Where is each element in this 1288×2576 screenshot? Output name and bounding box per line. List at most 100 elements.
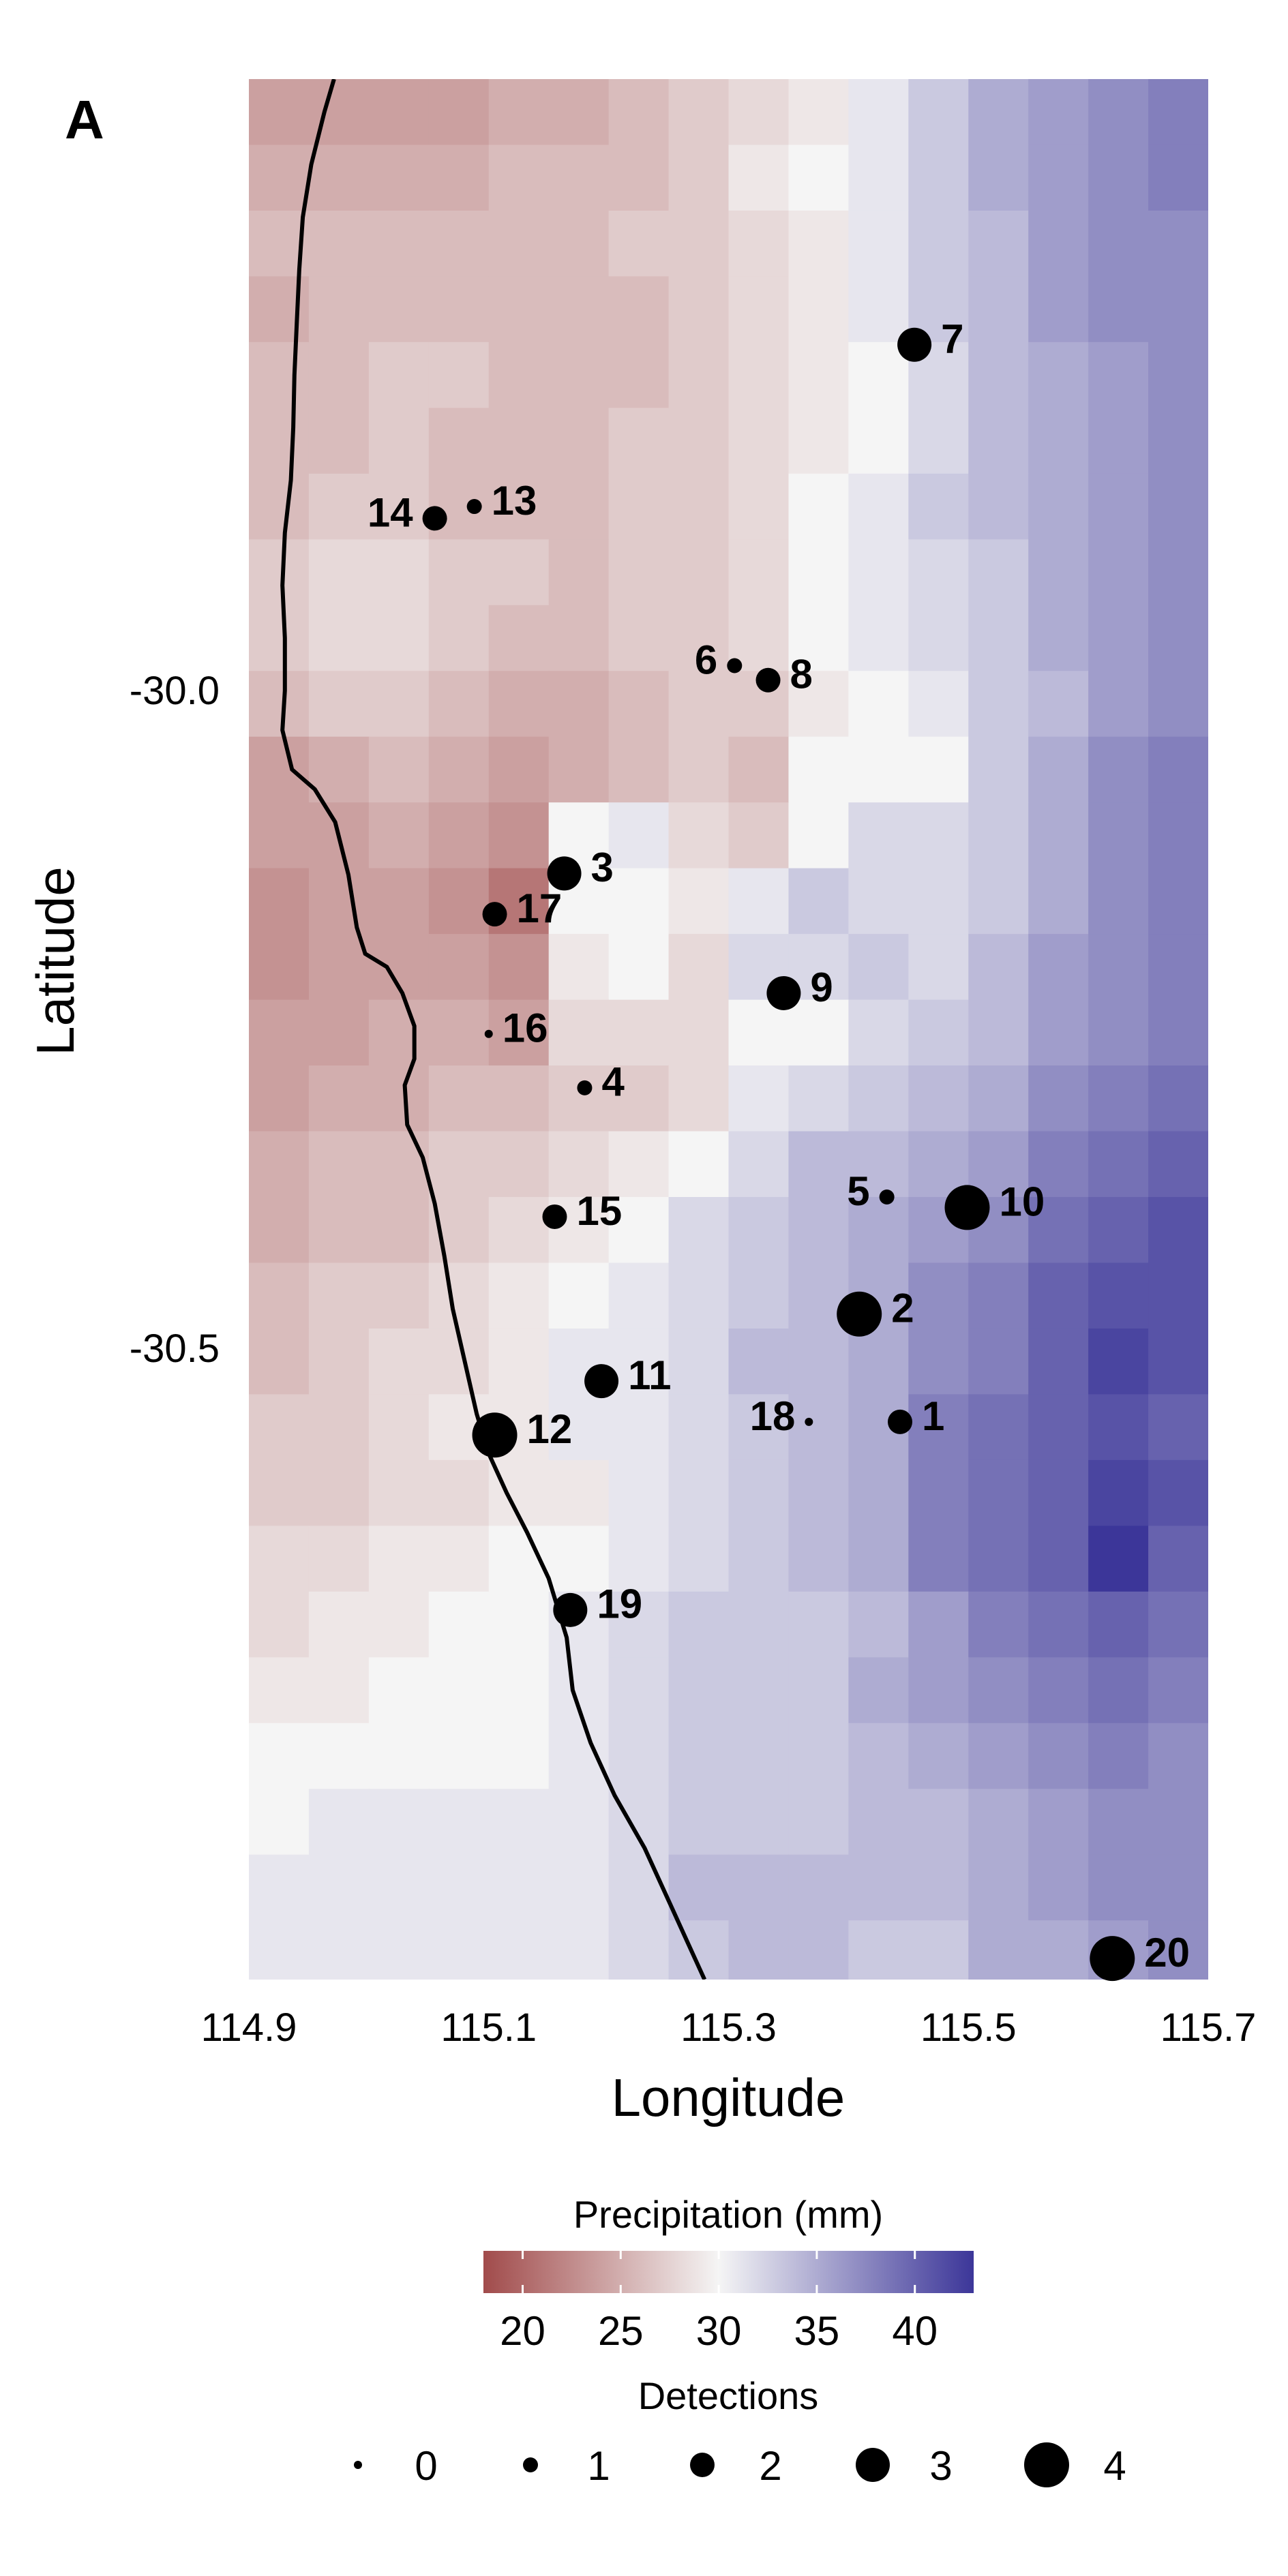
raster-cell <box>788 1986 849 2052</box>
detection-point-14 <box>422 506 447 531</box>
raster-cell <box>488 342 550 408</box>
raster-cell <box>369 2052 430 2118</box>
raster-cell <box>1028 671 1089 738</box>
raster-cell <box>608 999 670 1066</box>
raster-cell <box>368 1394 430 1461</box>
raster-cell <box>848 1065 909 1132</box>
raster-cell <box>1028 276 1089 343</box>
raster-cell <box>249 539 310 606</box>
point-label-11: 11 <box>628 1352 671 1398</box>
raster-cell <box>608 539 670 606</box>
raster-cell <box>728 1197 790 1264</box>
raster-cell <box>848 1723 909 1789</box>
raster-cell <box>728 999 790 1066</box>
raster-cell <box>1148 210 1208 277</box>
raster-cell <box>249 1854 310 1921</box>
raster-cell <box>1088 1328 1149 1395</box>
raster-cell <box>728 1723 790 1789</box>
raster-cell <box>428 1789 490 1855</box>
detection-point-4 <box>577 1080 593 1095</box>
raster-cell <box>1148 79 1208 146</box>
size-legend-key <box>690 2453 715 2477</box>
raster-cell <box>968 1459 1029 1526</box>
raster-cell <box>488 671 550 738</box>
x-tick-label: 115.1 <box>440 2005 537 2050</box>
raster-cell <box>788 1065 849 1132</box>
raster-cell <box>1028 736 1089 803</box>
raster-cell <box>668 934 730 1001</box>
raster-cell <box>249 1131 310 1198</box>
raster-cell <box>548 1920 610 1980</box>
raster-cell <box>428 999 490 1066</box>
raster-cell <box>1088 145 1149 211</box>
raster-cell <box>548 1723 610 1789</box>
raster-cell <box>848 736 909 803</box>
raster-cell <box>1088 79 1149 146</box>
raster-cell <box>848 145 909 211</box>
raster-cell <box>608 408 670 474</box>
raster-cell <box>488 1854 550 1921</box>
raster-cell <box>1028 934 1089 1001</box>
raster-cell <box>488 1065 550 1132</box>
raster-cell <box>1148 1131 1208 1198</box>
point-label-19: 19 <box>597 1581 642 1627</box>
detection-point-7 <box>897 327 932 362</box>
raster-cell <box>608 342 670 408</box>
raster-cell <box>1088 210 1149 277</box>
raster-cell <box>488 802 550 869</box>
raster-cell <box>1148 1723 1208 1789</box>
raster-cell <box>1028 145 1089 211</box>
raster-cell <box>668 1262 730 1329</box>
raster-cell <box>608 736 670 803</box>
raster-cell <box>1148 736 1208 803</box>
point-label-18: 18 <box>750 1393 796 1439</box>
raster-cell <box>548 1526 610 1592</box>
size-legend-key <box>523 2457 538 2472</box>
raster-cell <box>308 1394 370 1461</box>
raster-cell <box>1148 473 1208 540</box>
raster-cell <box>848 802 909 869</box>
raster-cell <box>668 1723 730 1789</box>
raster-cell <box>368 1657 430 1724</box>
raster-cell <box>368 1723 430 1789</box>
raster-cell <box>249 868 310 935</box>
raster-cell <box>728 276 790 343</box>
raster-cell <box>1028 1459 1089 1526</box>
raster-cell <box>968 1262 1029 1329</box>
raster-cell <box>788 276 849 343</box>
raster-cell <box>668 671 730 738</box>
raster-cell <box>249 2052 310 2118</box>
raster-cell <box>548 1459 610 1526</box>
y-tick-label: -30.0 <box>130 669 220 713</box>
raster-cell <box>368 1262 430 1329</box>
x-tick-label: 115.5 <box>920 2005 1017 2050</box>
raster-cell <box>848 1591 909 1658</box>
raster-cell <box>249 1197 310 1264</box>
raster-cell <box>428 671 490 738</box>
point-label-3: 3 <box>591 845 614 890</box>
raster-cell <box>908 210 969 277</box>
raster-cell <box>429 2052 490 2118</box>
raster-cell <box>249 1723 310 1789</box>
raster-cell <box>1028 539 1089 606</box>
raster-cell <box>368 276 430 343</box>
raster-cell <box>368 145 430 211</box>
color-legend-bar <box>483 2251 974 2293</box>
detection-point-15 <box>542 1204 567 1229</box>
raster-cell <box>428 934 490 1001</box>
raster-cell <box>488 1197 550 1264</box>
raster-cell <box>308 671 370 738</box>
raster-cell <box>908 671 969 738</box>
raster-cell <box>608 210 670 277</box>
point-label-10: 10 <box>999 1179 1045 1224</box>
detection-point-19 <box>553 1592 588 1627</box>
raster-cell <box>1028 1854 1089 1921</box>
raster-cell <box>1148 1065 1208 1132</box>
raster-cell <box>548 1854 610 1921</box>
raster-cell <box>488 1723 550 1789</box>
raster-cell <box>308 934 370 1001</box>
point-label-5: 5 <box>847 1168 869 1214</box>
raster-cell <box>908 145 969 211</box>
raster-cell <box>1088 1986 1149 2052</box>
raster-cell <box>308 1591 370 1658</box>
